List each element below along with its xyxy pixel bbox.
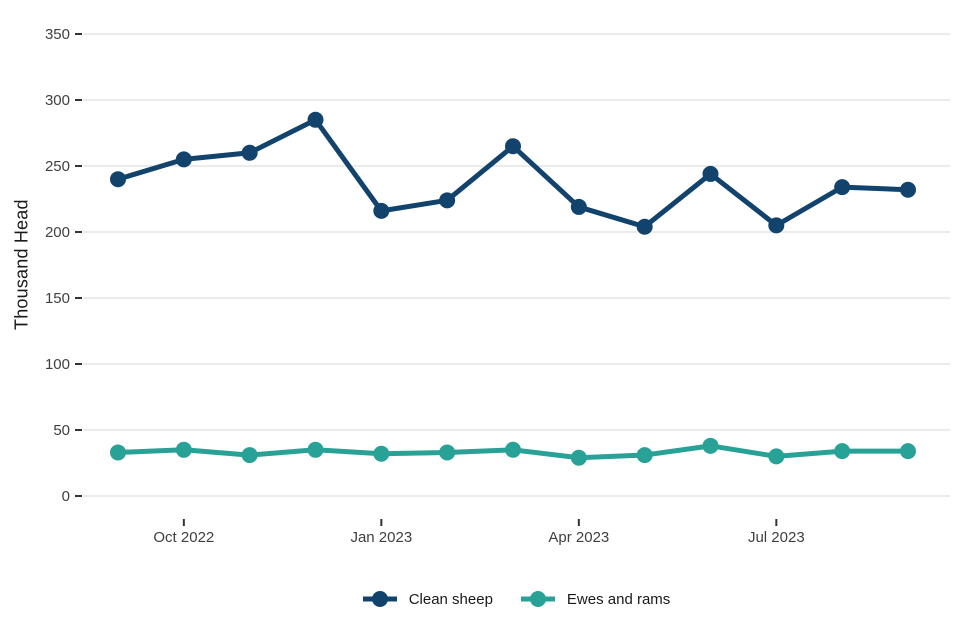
clean-sheep-data-point (570, 198, 587, 215)
ewes-and-rams-data-point (175, 441, 192, 458)
clean-sheep-data-point (702, 165, 719, 182)
x-tick-label: Oct 2022 (153, 529, 214, 546)
clean-sheep-data-point (900, 181, 916, 198)
ewes-and-rams-data-point (373, 445, 390, 462)
ewes-and-rams-data-point (570, 449, 587, 466)
ewes-and-rams-legend-key-icon (520, 591, 555, 607)
ewes-and-rams-data-point (241, 447, 258, 464)
clean-sheep-data-point (768, 217, 785, 234)
ewes-and-rams-data-point (702, 437, 719, 454)
ewes-and-rams-data-point (768, 448, 785, 465)
y-tick-label: 50 (53, 422, 70, 439)
ewes-and-rams-data-point (900, 443, 916, 460)
ewes-and-rams-data-point (110, 444, 126, 461)
clean-sheep-data-point (834, 179, 851, 196)
legend-label-clean-sheep: Clean sheep (408, 590, 493, 608)
ewes-and-rams-data-point (307, 441, 324, 458)
y-tick-label: 250 (45, 158, 70, 175)
ewes-and-rams-data-point (505, 441, 521, 458)
clean-sheep-data-point (636, 218, 653, 235)
y-tick-label: 350 (45, 26, 70, 43)
y-axis-title: Thousand Head (11, 199, 32, 331)
y-tick-label: 150 (45, 290, 70, 307)
x-tick-label: Jan 2023 (350, 529, 412, 546)
y-tick-label: 300 (45, 92, 70, 109)
legend: Clean sheep Ewes and rams (83, 585, 950, 613)
clean-sheep-data-point (439, 192, 456, 209)
clean-sheep-data-point (241, 144, 258, 161)
x-tick-label: Apr 2023 (548, 529, 609, 546)
legend-item-clean-sheep: Clean sheep (362, 589, 493, 609)
legend-label-ewes-and-rams: Ewes and rams (566, 590, 671, 608)
legend-item-ewes-and-rams: Ewes and rams (520, 589, 671, 609)
clean-sheep-data-point (110, 171, 126, 188)
clean-sheep-legend-key-icon (362, 591, 397, 607)
ewes-and-rams-data-point (439, 444, 456, 461)
y-tick-label: 200 (45, 224, 70, 241)
y-tick-label: 0 (62, 488, 70, 505)
clean-sheep-data-point (373, 202, 390, 219)
clean-sheep-data-point (175, 151, 192, 168)
clean-sheep-data-point (505, 138, 521, 155)
clean-sheep-data-point (307, 111, 324, 128)
y-tick-label: 100 (45, 356, 70, 373)
ewes-and-rams-data-point (834, 443, 851, 460)
x-tick-label: Jul 2023 (748, 529, 805, 546)
clean-sheep-line (115, 117, 911, 230)
ewes-and-rams-data-point (636, 447, 653, 464)
